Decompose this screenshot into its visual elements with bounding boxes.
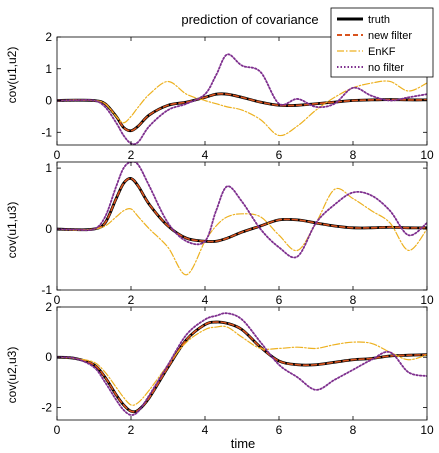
p1-xtick-label-10: 10 xyxy=(420,148,434,162)
p2-xtick-label-2: 2 xyxy=(128,293,135,307)
p2-xtick-label-6: 6 xyxy=(276,293,283,307)
p2-plot-area xyxy=(57,162,427,290)
p1-ytick-label-2: 2 xyxy=(45,30,52,44)
legend-label-enkf: EnKF xyxy=(368,46,396,58)
ylabel-cov-u1-u2: cov(u1,u2) xyxy=(5,47,19,104)
chart-title: prediction of covariance xyxy=(181,12,318,27)
legend-label-no-filter: no filter xyxy=(368,62,404,74)
p2-xtick-label-0: 0 xyxy=(54,293,61,307)
p1-xtick-label-0: 0 xyxy=(54,148,61,162)
p1-ytick-label-0: 0 xyxy=(45,94,52,108)
p2-axes-frame xyxy=(56,161,428,291)
p2-ytick-label-1: 1 xyxy=(45,161,52,175)
p2-series-enkf xyxy=(57,187,427,276)
p3-xtick-label-10: 10 xyxy=(420,423,434,437)
p3-axes-frame xyxy=(56,306,428,421)
p2-series-new-filter xyxy=(57,177,427,243)
p3-ytick-label-2: 2 xyxy=(45,300,52,314)
p1-xtick-label-8: 8 xyxy=(350,148,357,162)
p1-ytick-label-1: 1 xyxy=(45,62,52,76)
p1-xtick-label-2: 2 xyxy=(128,148,135,162)
p3-xtick-label-2: 2 xyxy=(128,423,135,437)
p3-xtick-label-8: 8 xyxy=(350,423,357,437)
ylabel-cov-u2-u3: cov(u2,u3) xyxy=(5,347,19,404)
p2-ytick-label-0: 0 xyxy=(45,222,52,236)
p1-axes-frame xyxy=(56,36,428,146)
p1-xtick-label-6: 6 xyxy=(276,148,283,162)
ylabel-cov-u1-u3: cov(u1,u3) xyxy=(5,202,19,259)
legend: truth new filter EnKF no filter xyxy=(330,7,434,78)
panel-cov-u1-u3: cov(u1,u3) 0 2 4 6 8 10-101 xyxy=(5,161,434,307)
x-axis-label: time xyxy=(231,436,256,451)
legend-label-truth: truth xyxy=(368,14,390,26)
p2-xtick-label-8: 8 xyxy=(350,293,357,307)
p3-ytick-label-0: 0 xyxy=(45,350,52,364)
p3-series-no-filter xyxy=(57,312,427,416)
legend-label-new-filter: new filter xyxy=(368,30,412,42)
panel-cov-u2-u3: cov(u2,u3) 0 2 4 6 8 10-202 xyxy=(5,300,434,437)
p2-xtick-label-4: 4 xyxy=(202,293,209,307)
p1-series-no-filter xyxy=(57,53,427,145)
p3-xtick-label-6: 6 xyxy=(276,423,283,437)
p1-xtick-label-4: 4 xyxy=(202,148,209,162)
p2-xtick-label-10: 10 xyxy=(420,293,434,307)
p3-xtick-label-4: 4 xyxy=(202,423,209,437)
p3-series-new-filter xyxy=(57,321,427,413)
p2-series-no-filter xyxy=(57,162,427,259)
p3-xtick-label-0: 0 xyxy=(54,423,61,437)
p3-ytick-label-2: -2 xyxy=(41,400,52,414)
p3-plot-area xyxy=(57,307,427,420)
p3-series-enkf xyxy=(57,325,427,406)
p1-ytick-label-1: -1 xyxy=(41,125,52,139)
p2-ytick-label-1: -1 xyxy=(41,283,52,297)
